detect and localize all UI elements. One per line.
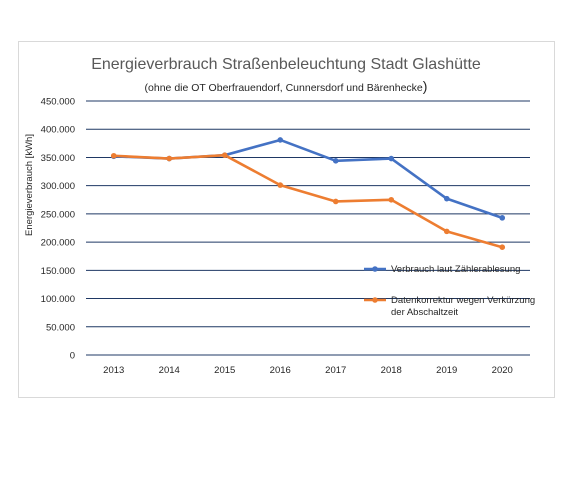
legend-marker — [372, 266, 378, 272]
y-tick-label: 100.000 — [41, 294, 75, 305]
x-tick-label: 2016 — [270, 365, 291, 376]
data-point — [388, 155, 395, 162]
legend-entry: Verbrauch laut Zählerablesung — [364, 264, 520, 275]
series-line — [112, 153, 504, 249]
x-tick-label: 2017 — [325, 365, 346, 376]
y-tick-label: 0 — [70, 351, 75, 362]
data-point — [332, 158, 339, 164]
legend-marker — [372, 297, 378, 303]
y-tick-label: 50.000 — [46, 322, 75, 333]
chart-subtitle-close: ) — [423, 78, 428, 94]
y-axis-ticks: 0 50.000 100.000 150.000 200.000 250.000 300.0… — [41, 97, 75, 362]
data-point — [388, 196, 395, 203]
y-tick-label: 250.000 — [41, 209, 75, 220]
x-tick-label: 2020 — [492, 365, 513, 376]
chart-title: Energieverbrauch Straßenbeleuchtung Stad… — [91, 56, 481, 73]
series-1 — [110, 137, 506, 221]
legend-label: Datenkorrektur wegen Verkürzung — [391, 295, 535, 306]
data-point — [277, 137, 284, 143]
data-point — [499, 244, 506, 250]
y-tick-label: 400.000 — [41, 125, 75, 136]
data-point — [221, 152, 228, 158]
gridlines — [86, 100, 530, 356]
series-2 — [110, 152, 506, 250]
y-tick-label: 150.000 — [41, 266, 75, 277]
data-point — [499, 215, 506, 221]
x-tick-label: 2019 — [436, 365, 457, 376]
data-point — [443, 195, 450, 202]
y-tick-label: 450.000 — [41, 97, 75, 108]
x-tick-label: 2018 — [381, 365, 402, 376]
x-axis-ticks: 2013 2014 2015 2016 2017 2018 2019 2020 — [103, 365, 513, 376]
y-tick-label: 200.000 — [41, 238, 75, 249]
x-tick-label: 2015 — [214, 365, 235, 376]
series-layer — [110, 137, 506, 250]
chart-subtitle-main: (ohne die OT Oberfrauendorf, Cunnersdorf… — [145, 82, 423, 94]
chart-subtitle: (ohne die OT Oberfrauendorf, Cunnersdorf… — [145, 78, 428, 94]
y-tick-label: 300.000 — [41, 181, 75, 192]
y-axis-label: Energieverbrauch [kWh] — [24, 134, 35, 236]
legend-label: Verbrauch laut Zählerablesung — [391, 264, 520, 275]
data-point — [332, 198, 339, 205]
legend-label: der Abschaltzeit — [391, 307, 458, 318]
series-line — [112, 138, 504, 220]
y-tick-label: 350.000 — [41, 153, 75, 164]
data-point — [443, 228, 450, 235]
x-tick-label: 2014 — [159, 365, 180, 376]
x-tick-label: 2013 — [103, 365, 124, 376]
data-point — [277, 182, 284, 188]
data-point — [166, 155, 173, 162]
data-point — [110, 152, 117, 159]
legend: Verbrauch laut Zählerablesung Datenkorrek… — [364, 264, 535, 318]
